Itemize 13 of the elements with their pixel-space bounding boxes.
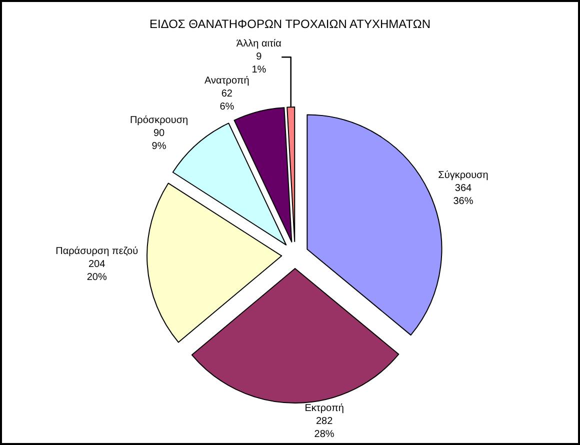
- slice-label: Άλλη αιτία: [236, 38, 282, 50]
- data-label: 204 20%: [86, 258, 107, 283]
- chart-title: ΕΙΔΟΣ ΘΑΝΑΤΗΦΟΡΩΝ ΤΡΟΧΑΙΩΝ ΑΤΥΧΗΜΑΤΩΝ: [149, 17, 431, 32]
- data-label: 90 9%: [152, 128, 166, 152]
- slice-label: Πρόσκρουση: [130, 114, 188, 126]
- slice-label: Σύγκρουση: [438, 170, 488, 182]
- slice-label: Ανατροπή: [204, 76, 250, 87]
- data-label: 364 36%: [453, 183, 474, 208]
- slice-label: Εκτροπή: [304, 403, 344, 414]
- data-label: 9 1%: [252, 52, 266, 76]
- data-label: 62 6%: [220, 88, 234, 113]
- slice-label: Παράσυρση πεζού: [56, 246, 138, 257]
- data-label: 282 28%: [314, 416, 334, 440]
